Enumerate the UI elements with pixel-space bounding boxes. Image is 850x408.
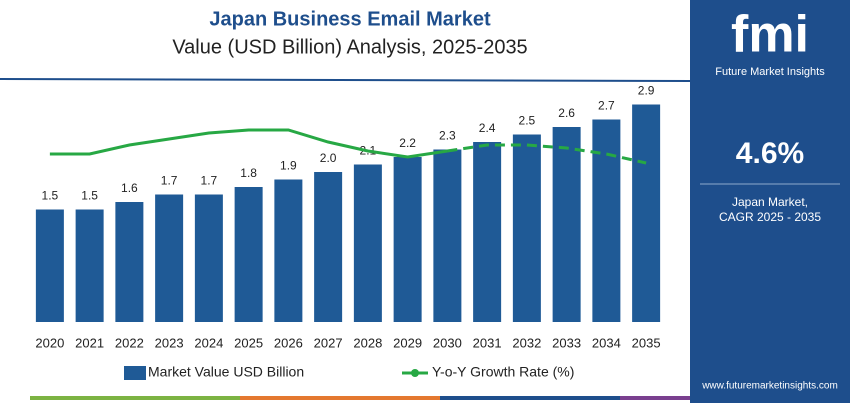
- bar: [552, 127, 581, 322]
- value-label: 2.0: [320, 151, 337, 165]
- cagr-value: 4.6%: [736, 137, 804, 170]
- strip: [30, 396, 240, 400]
- bar: [512, 134, 541, 322]
- value-label: 1.6: [121, 181, 138, 195]
- value-label: 2.5: [519, 114, 536, 128]
- strip: [620, 396, 690, 400]
- url: www.futuremarketinsights.com: [701, 381, 838, 392]
- x-tick-label: 2031: [473, 335, 502, 350]
- x-tick-label: 2034: [592, 335, 621, 350]
- x-tick-label: 2022: [115, 335, 144, 350]
- bar: [433, 149, 462, 322]
- x-tick-label: 2029: [393, 335, 422, 350]
- sidebar-panel: [690, 0, 850, 403]
- x-tick-label: 2027: [314, 335, 343, 350]
- bar: [592, 119, 621, 322]
- value-label: 2.7: [598, 99, 615, 113]
- x-tick-label: 2021: [75, 335, 104, 350]
- value-label: 2.6: [558, 106, 575, 120]
- value-label: 2.9: [638, 84, 655, 98]
- x-tick-label: 2035: [632, 335, 661, 350]
- bar: [75, 209, 104, 322]
- bar: [35, 209, 64, 322]
- x-tick-label: 2028: [353, 335, 382, 350]
- legend-label: Market Value USD Billion: [148, 364, 304, 380]
- bar: [632, 104, 661, 322]
- value-label: 2.4: [479, 121, 496, 135]
- value-label: 1.8: [240, 166, 257, 180]
- logo: fmi: [731, 6, 809, 64]
- market-label: Japan Market,: [732, 195, 808, 209]
- x-tick-label: 2020: [35, 335, 64, 350]
- growth-line: [49, 128, 448, 159]
- value-label: 2.3: [439, 129, 456, 143]
- legend-swatch: [124, 366, 146, 380]
- growth-line: [447, 143, 647, 165]
- x-tick-label: 2023: [155, 335, 184, 350]
- legend-swatch: [411, 369, 419, 377]
- x-tick-label: 2030: [433, 335, 462, 350]
- value-label: 2.2: [399, 136, 416, 150]
- x-tick-label: 2025: [234, 335, 263, 350]
- chart-subtitle: Value (USD Billion) Analysis, 2025-2035: [172, 36, 527, 58]
- bar: [274, 179, 303, 322]
- value-label: 1.7: [161, 174, 178, 188]
- value-label: 1.5: [81, 189, 98, 203]
- bar: [234, 187, 263, 322]
- bar: [194, 194, 223, 322]
- legend-label: Y-o-Y Growth Rate (%): [432, 364, 574, 380]
- bar: [155, 194, 184, 322]
- strip: [440, 396, 620, 400]
- bar: [353, 164, 382, 322]
- value-label: 1.5: [42, 189, 59, 203]
- bar: [314, 172, 343, 322]
- bar: [115, 202, 144, 322]
- x-tick-label: 2033: [552, 335, 581, 350]
- bar: [393, 157, 422, 322]
- x-tick-label: 2026: [274, 335, 303, 350]
- x-tick-label: 2032: [512, 335, 541, 350]
- chart-title: Japan Business Email Market: [209, 8, 491, 30]
- brand: Future Market Insights: [715, 66, 825, 78]
- x-tick-label: 2024: [194, 335, 223, 350]
- header-rule: [0, 78, 691, 82]
- bar: [473, 142, 502, 322]
- value-label: 1.7: [201, 174, 218, 188]
- period-label: CAGR 2025 - 2035: [719, 210, 821, 224]
- strip: [240, 396, 440, 400]
- value-label: 1.9: [280, 159, 297, 173]
